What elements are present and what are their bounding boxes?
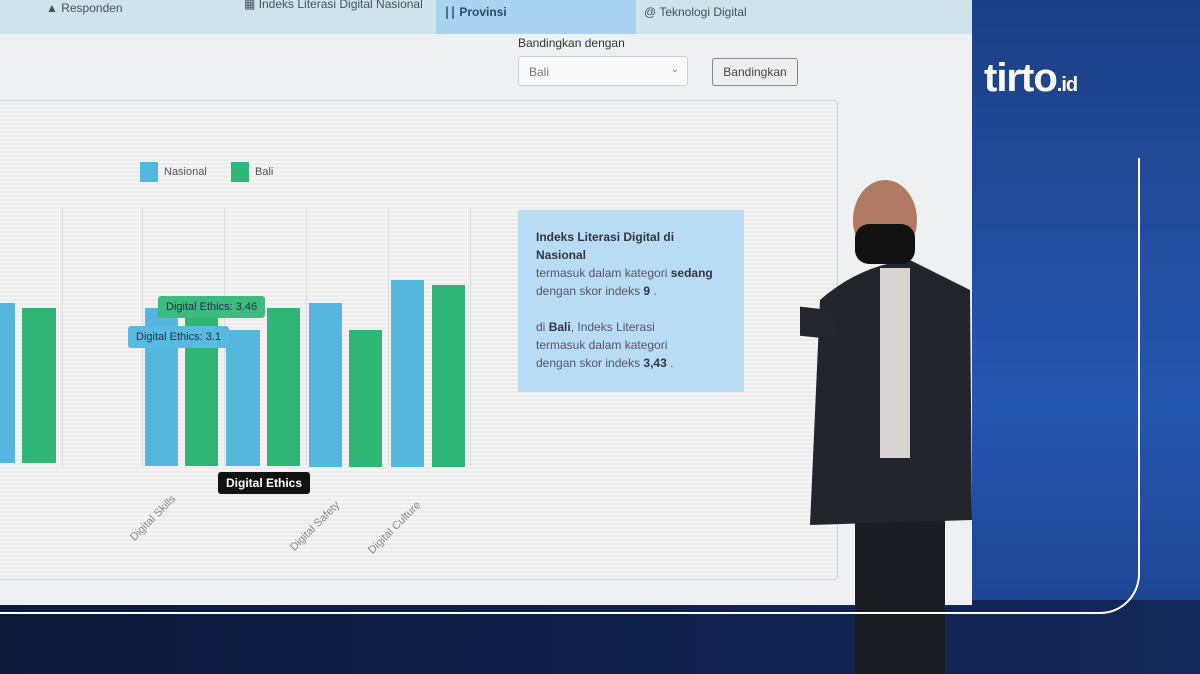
province-select[interactable]: Bali ⌄ (518, 56, 688, 86)
summary-province: Bali (548, 320, 571, 334)
bar-bali[interactable] (22, 308, 56, 463)
brand-logo: tirto.id (984, 56, 1078, 101)
bar-nasional-digital-safety[interactable] (309, 303, 342, 467)
tooltip-category: Digital Ethics (218, 472, 311, 494)
tab-responden[interactable]: ▲ Responden (46, 1, 123, 15)
legend-nasional[interactable]: Nasional (140, 162, 207, 182)
bar-bali-digital-safety[interactable] (349, 330, 382, 467)
summary-box: Indeks Literasi Digital di Nasional term… (518, 210, 744, 392)
summary-text: dengan skor indeks (536, 284, 644, 298)
summary-text: termasuk dalam kategori (536, 266, 671, 280)
legend-label: Bali (255, 166, 274, 178)
tab-label: Indeks Literasi Digital Nasional (258, 0, 423, 11)
tab-bar: ▲ Responden ▦ Indeks Literasi Digital Na… (0, 0, 972, 34)
gridline (306, 208, 307, 466)
bar-bali-digital-ethics[interactable] (267, 308, 300, 466)
summary-text: , Indeks Literasi (570, 320, 655, 334)
speaker-figure (800, 180, 972, 674)
projection-screen: ▲ Responden ▦ Indeks Literasi Digital Na… (0, 0, 972, 605)
summary-text: di (536, 320, 549, 334)
tab-label: Teknologi Digital (659, 5, 747, 19)
bar-nasional[interactable] (0, 303, 15, 463)
tooltip-nasional: Digital Ethics: 3.1 (128, 326, 229, 348)
select-value: Bali (529, 65, 550, 79)
background-stage (960, 0, 1200, 674)
brand-suffix: .id (1056, 74, 1078, 96)
compare-button[interactable]: Bandingkan (712, 58, 798, 86)
gridline (388, 208, 389, 466)
decorative-frame-line (0, 158, 1140, 614)
compare-label: Bandingkan dengan (518, 36, 625, 50)
chevron-down-icon: ⌄ (670, 64, 679, 75)
summary-score: 9 (643, 284, 651, 298)
tab-indeks-nasional[interactable]: ▦ Indeks Literasi Digital Nasional (244, 0, 423, 11)
summary-text: termasuk dalam kategori (536, 338, 668, 352)
tab-label: Provinsi (459, 5, 507, 19)
gridline (470, 208, 471, 466)
legend-bali[interactable]: Bali (231, 162, 273, 182)
summary-category: sedang (670, 266, 713, 280)
legend-swatch (140, 162, 158, 182)
bar-nasional-digital-culture[interactable] (391, 280, 424, 467)
summary-title: Indeks Literasi Digital di Nasional (536, 230, 675, 262)
legend-swatch (231, 162, 249, 182)
summary-text: dengan skor indeks (536, 356, 644, 370)
gridline (62, 208, 63, 466)
brand-name: tirto (984, 56, 1058, 100)
tab-provinsi[interactable]: ∣∣ Provinsi (436, 0, 636, 34)
legend-label: Nasional (164, 166, 207, 178)
tooltip-bali: Digital Ethics: 3.46 (158, 296, 266, 318)
summary-score: 3,43 (643, 356, 667, 370)
tab-teknologi[interactable]: @ Teknologi Digital (644, 5, 747, 19)
tab-label: Responden (61, 1, 123, 15)
bar-nasional-digital-ethics[interactable] (226, 330, 260, 466)
bar-bali-digital-culture[interactable] (432, 285, 465, 467)
